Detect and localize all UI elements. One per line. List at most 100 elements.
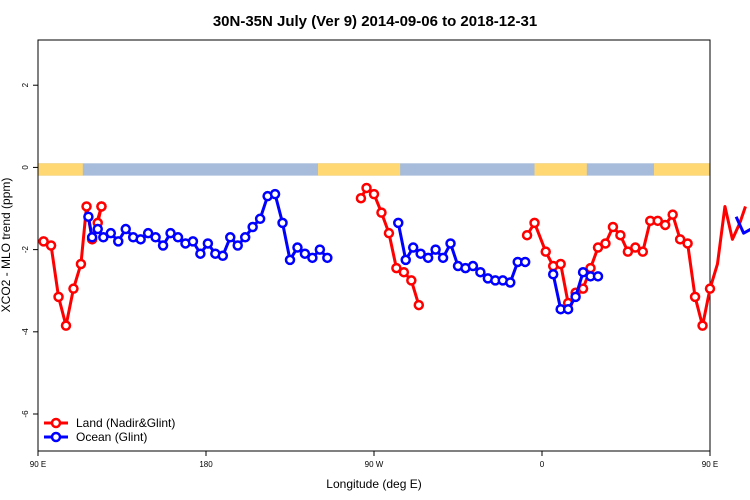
x-tick-label: 180	[199, 460, 213, 469]
data-point	[135, 234, 146, 245]
y-tick-label: -4	[21, 328, 30, 336]
data-point	[92, 223, 103, 235]
data-point	[391, 262, 402, 274]
data-point	[86, 232, 98, 243]
legend-label-ocean: Ocean (Glint)	[76, 430, 147, 444]
data-point	[406, 275, 417, 286]
data-point	[615, 229, 626, 241]
data-point	[269, 188, 281, 200]
x-tick-label: 90 W	[365, 460, 384, 469]
data-point	[519, 256, 531, 268]
series-line	[738, 205, 747, 224]
data-point	[45, 240, 57, 251]
y-axis-label: XCO2 - MLO trend (ppm)	[0, 178, 13, 313]
data-point	[150, 232, 161, 243]
legend: Land (Nadir&Glint) Ocean (Glint)	[44, 416, 175, 444]
data-point	[368, 188, 380, 200]
data-point	[157, 240, 169, 251]
x-tick-label: 90 E	[702, 460, 718, 469]
data-point	[113, 236, 124, 247]
data-point	[475, 266, 486, 278]
land-band	[534, 163, 587, 176]
data-point	[437, 252, 449, 264]
data-point	[75, 258, 87, 270]
data-point	[172, 232, 184, 243]
series-layer	[38, 182, 750, 331]
data-point	[81, 201, 92, 212]
x-tick-label: 0	[540, 460, 545, 469]
data-point	[284, 254, 296, 266]
data-point	[667, 209, 678, 220]
data-point	[202, 238, 214, 249]
data-point	[430, 244, 441, 255]
data-point	[422, 252, 434, 264]
data-point	[652, 215, 663, 227]
x-tick-label: 90 E	[30, 460, 46, 469]
series-line	[396, 222, 415, 262]
data-point	[577, 266, 589, 278]
data-point	[674, 234, 686, 245]
data-point	[607, 221, 619, 233]
data-point	[105, 227, 117, 239]
data-point	[697, 320, 708, 331]
data-point	[307, 252, 318, 264]
data-point	[60, 320, 72, 331]
data-point	[299, 248, 311, 259]
data-point	[68, 283, 79, 294]
data-point	[361, 182, 372, 194]
y-tick-label: 0	[21, 165, 30, 170]
surface-type-strip	[38, 163, 710, 176]
data-point	[165, 227, 176, 239]
data-point	[292, 242, 303, 253]
y-tick-label: -2	[21, 246, 30, 254]
data-point	[254, 213, 266, 225]
data-point	[98, 232, 109, 243]
data-point	[398, 266, 410, 278]
data-point	[232, 240, 243, 251]
data-point	[570, 291, 581, 303]
data-point	[247, 221, 258, 233]
data-point	[413, 299, 425, 311]
legend-marker-land	[50, 417, 62, 429]
legend-marker-ocean	[50, 431, 62, 443]
data-point	[376, 207, 387, 218]
data-point	[314, 244, 326, 255]
y-axis: 2 0 -2 -4 -6	[21, 82, 38, 418]
data-point	[630, 242, 641, 253]
x-axis-label: Longitude (deg E)	[326, 477, 421, 491]
data-point	[562, 303, 574, 315]
data-point	[415, 248, 426, 259]
legend-item-ocean: Ocean (Glint)	[44, 430, 147, 444]
data-point	[540, 246, 551, 257]
legend-label-land: Land (Nadir&Glint)	[76, 416, 175, 430]
data-point	[637, 246, 649, 257]
data-point	[383, 227, 395, 239]
data-point	[400, 254, 411, 266]
data-point	[704, 283, 716, 294]
data-point	[659, 219, 671, 231]
data-point	[547, 269, 559, 280]
data-point	[225, 232, 236, 243]
data-point	[83, 211, 94, 222]
data-point	[195, 248, 206, 259]
chart-title: 30N-35N July (Ver 9) 2014-09-06 to 2018-…	[213, 13, 537, 30]
legend-item-land: Land (Nadir&Glint)	[44, 416, 175, 430]
data-point	[96, 201, 107, 212]
data-point	[622, 246, 634, 257]
data-point	[521, 229, 533, 241]
data-point	[467, 260, 479, 272]
data-point	[38, 236, 49, 247]
data-point	[407, 242, 419, 253]
data-point	[142, 227, 154, 239]
data-point	[53, 291, 64, 303]
land-band	[318, 163, 401, 176]
data-point	[689, 291, 701, 303]
data-point	[322, 252, 333, 264]
data-point	[592, 271, 604, 282]
data-point	[592, 242, 604, 253]
y-tick-label: -6	[21, 410, 30, 418]
series-line	[734, 216, 750, 235]
data-point	[682, 238, 693, 249]
series-line	[86, 192, 329, 262]
